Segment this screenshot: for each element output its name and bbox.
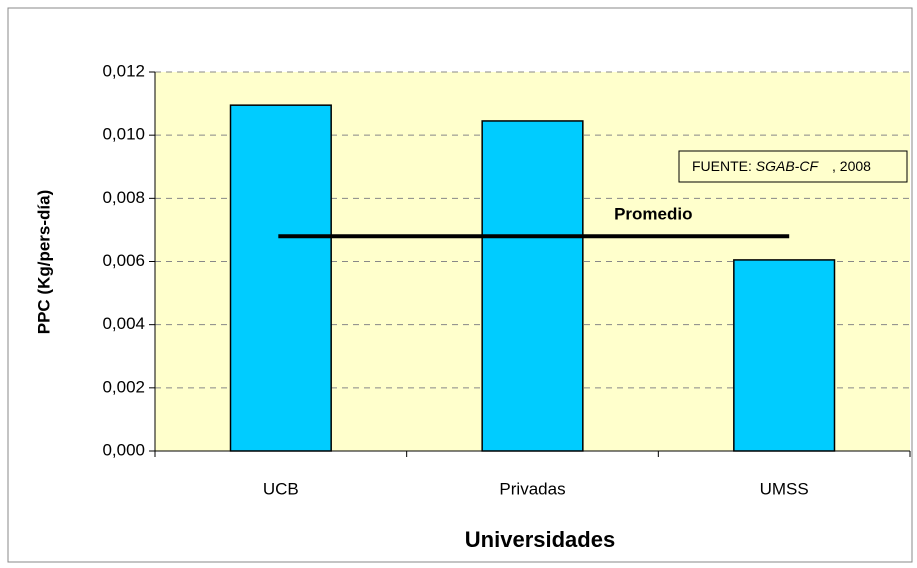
bar <box>229 104 332 452</box>
y-tick-label: 0,008 <box>102 188 145 207</box>
x-tick-label: UMSS <box>760 479 809 498</box>
x-tick-label: Privadas <box>499 479 565 498</box>
y-tick-label: 0,006 <box>102 251 145 270</box>
x-tick-label: UCB <box>263 479 299 498</box>
source-note: FUENTE: SGAB-CF , 2008 <box>692 158 871 174</box>
y-tick-label: 0,004 <box>102 314 145 333</box>
bar <box>481 120 584 452</box>
bar <box>733 259 836 452</box>
y-tick-label: 0,000 <box>102 440 145 459</box>
y-tick-label: 0,010 <box>102 125 145 144</box>
y-tick-label: 0,012 <box>102 61 145 80</box>
y-tick-label: 0,002 <box>102 377 145 396</box>
source-prefix: FUENTE: <box>692 158 752 174</box>
y-axis-title: PPC (Kg/pers-día) <box>34 190 53 335</box>
x-axis-title: Universidades <box>465 527 615 552</box>
source-suffix: , 2008 <box>832 158 871 174</box>
source-name: SGAB-CF <box>756 158 820 174</box>
source-box <box>678 150 908 183</box>
average-label: Promedio <box>614 205 692 224</box>
